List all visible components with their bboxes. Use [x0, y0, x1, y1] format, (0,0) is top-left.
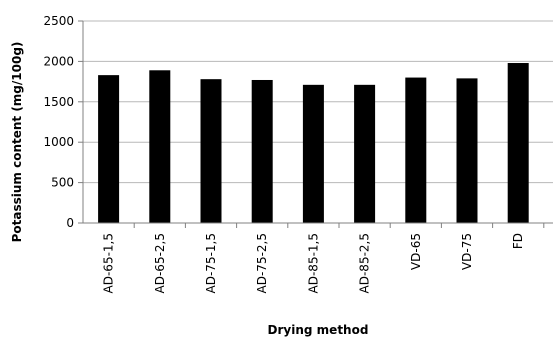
bar [98, 75, 120, 223]
bar [200, 79, 222, 224]
x-tick-labels: AD-65-1,5 AD-65-2,5 AD-75-1,5 AD-75-2,5 AD-8… [102, 233, 526, 293]
x-tick-label: AD-65-2,5 [153, 233, 167, 293]
x-tick-label: AD-85-2,5 [358, 233, 372, 293]
bar [507, 63, 529, 224]
x-tick-label: AD-85-1,5 [306, 233, 320, 293]
x-tick-label: VD-65 [409, 233, 423, 270]
y-tick-label: 1000 [43, 135, 74, 149]
x-tick-label: AD-75-2,5 [255, 233, 269, 293]
bar [149, 70, 171, 224]
bar [456, 78, 478, 223]
bar [354, 84, 376, 223]
y-tick-labels: 0 500 1000 1500 2000 2500 [43, 14, 74, 230]
bar [302, 84, 324, 223]
x-tick-label: AD-75-1,5 [204, 233, 218, 293]
bars [98, 63, 529, 224]
x-tick-label: FD [511, 233, 525, 249]
y-tick-label: 2500 [43, 14, 74, 28]
y-tick-label: 500 [51, 176, 74, 190]
y-tick-label: 0 [66, 216, 74, 230]
x-tick-label: AD-65-1,5 [102, 233, 116, 293]
axes [82, 21, 553, 228]
bar [251, 79, 273, 223]
y-axis-title: Potassium content (mg/100g) [10, 42, 24, 243]
bar [405, 77, 427, 223]
x-axis-title: Drying method [268, 323, 369, 337]
y-tick-label: 1500 [43, 95, 74, 109]
x-tick-label: VD-75 [460, 233, 474, 270]
y-tick-label: 2000 [43, 54, 74, 68]
